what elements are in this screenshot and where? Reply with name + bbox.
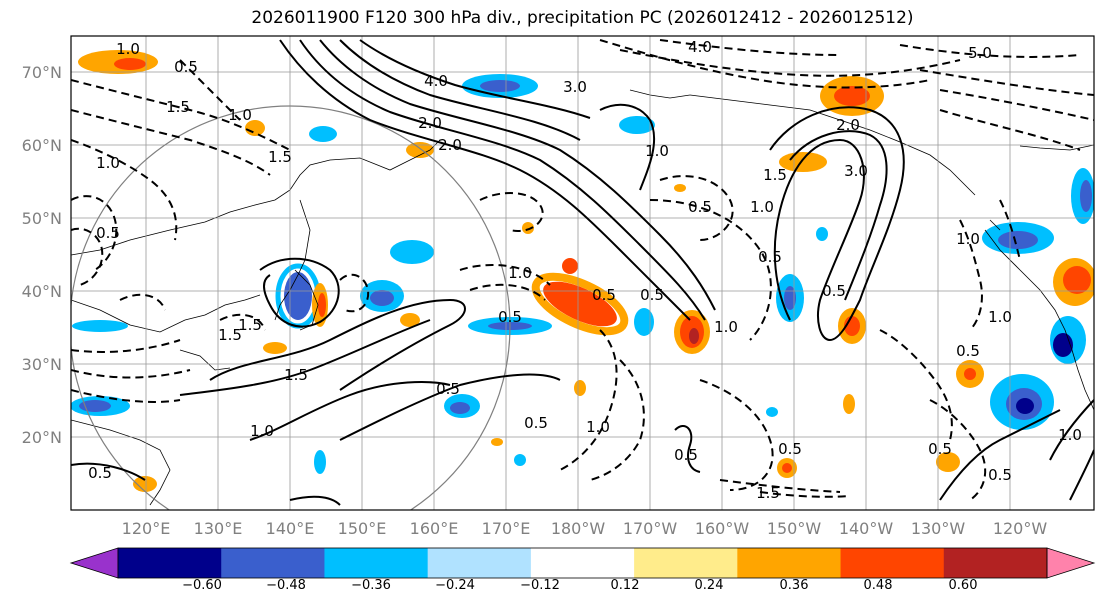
contour-label: 3.0: [563, 78, 587, 96]
lat-label: 30°N: [22, 355, 62, 374]
contour-label: 1.0: [750, 198, 774, 216]
lon-label: 120°E: [122, 519, 171, 538]
lon-label: 140°E: [266, 519, 315, 538]
colorbar-cell: [840, 548, 945, 578]
colorbar-cell: [118, 548, 222, 578]
contour-label: 1.0: [1058, 426, 1082, 444]
contour-label: 0.5: [928, 440, 952, 458]
dashed-contours: [71, 39, 1094, 501]
lon-label: 150°W: [767, 519, 822, 538]
contour-label: 0.5: [674, 446, 698, 464]
contour-label: 0.5: [498, 308, 522, 326]
contour-label: 2.0: [418, 114, 442, 132]
contour-label: 0.5: [592, 286, 616, 304]
contour-label: 0.5: [688, 198, 712, 216]
colorbar-frame: [117, 547, 1048, 579]
contour-label: 0.5: [778, 440, 802, 458]
colorbar-tick-label: 0.60: [949, 578, 978, 593]
contour-label: 3.0: [844, 162, 868, 180]
contour-label: 1.0: [116, 40, 140, 58]
contour-label: 0.5: [436, 380, 460, 398]
contour-label: 1.5: [218, 326, 242, 344]
colorbar-cell: [427, 548, 532, 578]
lon-label: 180°W: [551, 519, 606, 538]
colorbar-tick-label: −0.48: [266, 578, 306, 593]
contour-label: 5.0: [968, 44, 992, 62]
lon-label: 170°W: [623, 519, 678, 538]
contour-label: 0.5: [956, 342, 980, 360]
colorbar-cell: [530, 548, 635, 578]
contour-label: 1.0: [645, 142, 669, 160]
lon-label: 160°W: [695, 519, 750, 538]
lon-label: 130°W: [911, 519, 966, 538]
solid-contours: [71, 39, 1094, 506]
contour-label: 0.5: [640, 286, 664, 304]
contour-label: 0.5: [988, 466, 1012, 484]
lon-label: 140°W: [839, 519, 894, 538]
lon-label: 170°E: [482, 519, 531, 538]
chart-title: 2026011900 F120 300 hPa div., precipitat…: [251, 8, 914, 28]
contour-label: 1.0: [956, 230, 980, 248]
contour-label: 1.0: [714, 318, 738, 336]
colorbar-tick-label: 0.12: [611, 578, 640, 593]
contour-label: 1.5: [763, 166, 787, 184]
precip-shading: [71, 50, 1094, 492]
colorbar-tick-label: 0.36: [780, 578, 809, 593]
contour-label: 1.5: [238, 316, 262, 334]
colorbar: −0.60 −0.48 −0.36 −0.24 −0.12 0.12 0.24 …: [69, 547, 1096, 593]
colorbar-extend-high: [1046, 547, 1096, 579]
lon-label: 120°W: [993, 519, 1048, 538]
contour-labels: 1.0 0.5 1.0 1.5 2.0 3.0 4.0 2.0 1.5 1.0 0.5 0.5 1.0 1…: [88, 38, 1082, 502]
contour-label: 1.5: [756, 484, 780, 502]
contour-label: 0.5: [822, 282, 846, 300]
lon-label: 160°E: [410, 519, 459, 538]
lon-label: 150°E: [338, 519, 387, 538]
contour-label: 4.0: [424, 72, 448, 90]
contour-label: 1.0: [988, 308, 1012, 326]
contour-label: 0.5: [758, 248, 782, 266]
colorbar-cell: [324, 548, 429, 578]
contour-label: 1.0: [586, 418, 610, 436]
colorbar-tick-label: 0.48: [864, 578, 893, 593]
colorbar-tick-label: −0.36: [351, 578, 391, 593]
contour-label: 2.0: [836, 116, 860, 134]
contour-label: 0.5: [174, 58, 198, 76]
latitude-labels: 70°N 60°N 50°N 40°N 30°N 20°N: [22, 63, 62, 447]
lat-label: 50°N: [22, 209, 62, 228]
contour-label: 1.5: [284, 366, 308, 384]
lat-label: 60°N: [22, 136, 62, 155]
lat-label: 20°N: [22, 428, 62, 447]
contour-label: 4.0: [688, 38, 712, 56]
contour-label: 2.0: [438, 136, 462, 154]
colorbar-extend-low: [69, 547, 119, 579]
longitude-labels: 120°E 130°E 140°E 150°E 160°E 170°E 180°…: [122, 519, 1048, 538]
contour-label: 0.5: [524, 414, 548, 432]
colorbar-tick-label: −0.12: [520, 578, 560, 593]
region-circle: [71, 105, 511, 510]
map-panel: [70, 35, 1095, 511]
colorbar-tick-label: −0.60: [182, 578, 222, 593]
lat-label: 70°N: [22, 63, 62, 82]
contour-label: 1.5: [268, 148, 292, 166]
map-frame: [70, 35, 1095, 511]
colorbar-tick-labels: −0.60 −0.48 −0.36 −0.24 −0.12 0.12 0.24 …: [182, 578, 977, 593]
contour-label: 1.5: [166, 98, 190, 116]
colorbar-cell: [634, 548, 738, 578]
contour-label: 1.0: [228, 106, 252, 124]
contour-label: 1.0: [250, 422, 274, 440]
colorbar-tick-label: 0.24: [695, 578, 724, 593]
lat-label: 40°N: [22, 282, 62, 301]
contour-label: 0.5: [96, 224, 120, 242]
contour-label: 1.0: [96, 154, 120, 172]
lon-label: 130°E: [194, 519, 243, 538]
colorbar-cell: [737, 548, 842, 578]
map-background: [71, 36, 1094, 510]
contour-label: 1.0: [508, 264, 532, 282]
colorbar-tick-label: −0.24: [435, 578, 475, 593]
colorbar-cell: [221, 548, 325, 578]
contour-label: 0.5: [88, 464, 112, 482]
colorbar-cell: [943, 548, 1048, 578]
